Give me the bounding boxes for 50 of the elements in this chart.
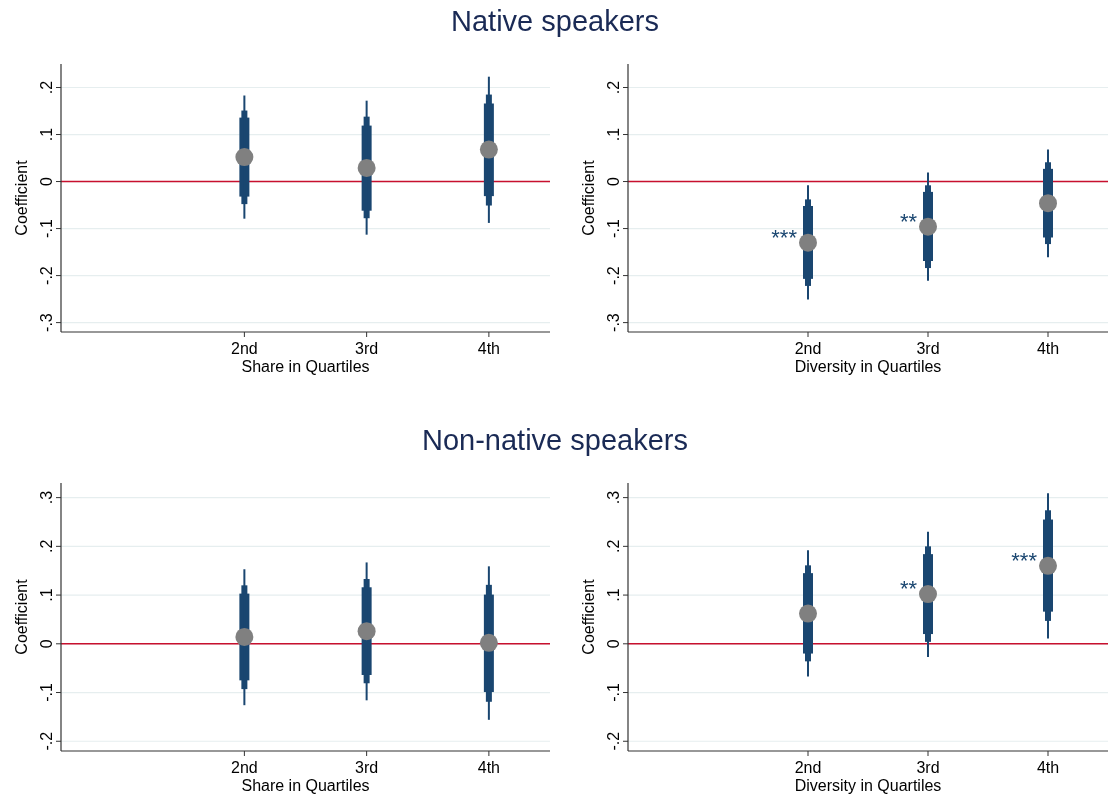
y-tick-label: 0 <box>38 177 55 186</box>
y-axis-title: Coefficient <box>580 159 597 236</box>
chart-title: Native speakers <box>451 5 659 37</box>
y-tick-label: .1 <box>38 127 55 142</box>
y-tick-label: -.2 <box>38 266 55 285</box>
x-tick-label: 2nd <box>794 759 822 776</box>
y-tick-label: 0 <box>605 639 622 649</box>
y-tick-label: 0 <box>605 177 622 186</box>
annotation: ** <box>899 208 918 234</box>
y-tick-label: 0 <box>38 639 55 649</box>
x-axis-title: Share in Quartiles <box>241 358 370 375</box>
y-axis-title: Coefficient <box>13 159 30 236</box>
x-axis-title: Share in Quartiles <box>241 777 370 794</box>
y-tick-label: .1 <box>38 588 55 602</box>
x-tick-label: 2nd <box>231 759 258 776</box>
y-tick-label: .1 <box>605 127 622 142</box>
y-tick-label: .3 <box>605 490 622 505</box>
annotation: *** <box>1011 547 1038 573</box>
y-tick-label: .1 <box>605 588 622 602</box>
chart-title: Non-native speakers <box>422 424 688 456</box>
y-axis-title: Coefficient <box>13 578 30 655</box>
x-tick-label: 4th <box>1036 759 1060 776</box>
y-tick-label: -.3 <box>38 313 55 332</box>
y-tick-label: .2 <box>38 539 55 554</box>
y-axis-title: Coefficient <box>580 578 597 655</box>
x-tick-label: 2nd <box>231 340 258 357</box>
x-tick-label: 3rd <box>355 340 379 357</box>
y-tick-label: .2 <box>38 80 55 95</box>
annotation: ** <box>899 576 918 602</box>
y-tick-label: -.3 <box>605 313 622 332</box>
x-axis-title: Diversity in Quartiles <box>794 358 942 375</box>
annotation: *** <box>771 224 798 250</box>
x-tick-label: 4th <box>477 340 500 357</box>
y-tick-label: -.1 <box>605 683 622 702</box>
y-tick-label: -.1 <box>38 219 55 238</box>
x-tick-label: 4th <box>477 759 500 776</box>
y-tick-label: -.1 <box>38 683 55 702</box>
y-tick-label: -.2 <box>38 731 55 751</box>
x-tick-label: 2nd <box>794 340 822 357</box>
y-tick-label: -.2 <box>605 266 622 285</box>
y-tick-label: .3 <box>38 490 55 505</box>
y-tick-label: .2 <box>605 80 622 95</box>
y-tick-label: .2 <box>605 539 622 554</box>
x-tick-label: 3rd <box>916 759 940 776</box>
y-tick-label: -.2 <box>605 731 622 751</box>
x-tick-label: 3rd <box>916 340 940 357</box>
y-tick-label: -.1 <box>605 219 622 238</box>
x-tick-label: 3rd <box>355 759 379 776</box>
x-tick-label: 4th <box>1036 340 1060 357</box>
x-axis-title: Diversity in Quartiles <box>794 777 942 794</box>
